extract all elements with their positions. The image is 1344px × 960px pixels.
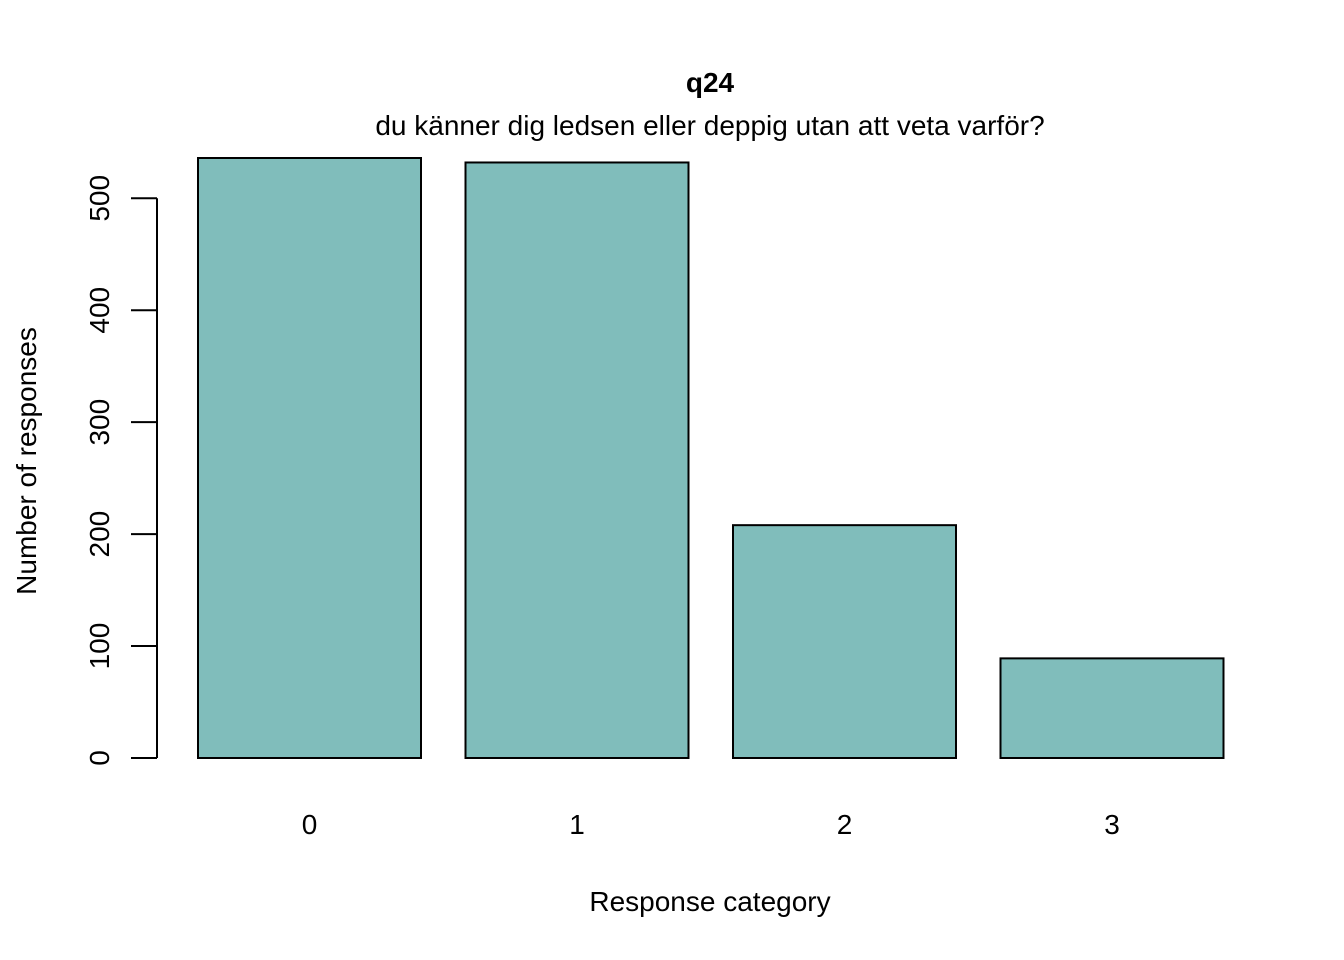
- bar-3: [999, 657, 1225, 759]
- x-axis-label: Response category: [589, 886, 830, 917]
- x-tick-label: 1: [569, 809, 585, 840]
- y-axis-label: Number of responses: [11, 327, 42, 595]
- bar-0: [197, 157, 422, 759]
- y-tick-label: 300: [84, 399, 115, 446]
- chart-subtitle: du känner dig ledsen eller deppig utan a…: [375, 110, 1044, 141]
- bar-2: [732, 524, 957, 759]
- y-tick-label: 400: [84, 287, 115, 334]
- bars-group: [197, 157, 1225, 760]
- x-tick-label: 2: [837, 809, 853, 840]
- chart-title: q24: [686, 67, 735, 98]
- y-tick-label: 100: [84, 623, 115, 670]
- y-tick-label: 0: [84, 750, 115, 766]
- y-tick-label: 500: [84, 175, 115, 222]
- bar-1: [464, 161, 690, 760]
- y-axis: 0 100 200 300 400 500: [84, 175, 158, 766]
- x-tick-labels: 0 1 2 3: [302, 809, 1120, 840]
- x-tick-label: 3: [1104, 809, 1120, 840]
- y-tick-label: 200: [84, 511, 115, 558]
- x-tick-label: 0: [302, 809, 318, 840]
